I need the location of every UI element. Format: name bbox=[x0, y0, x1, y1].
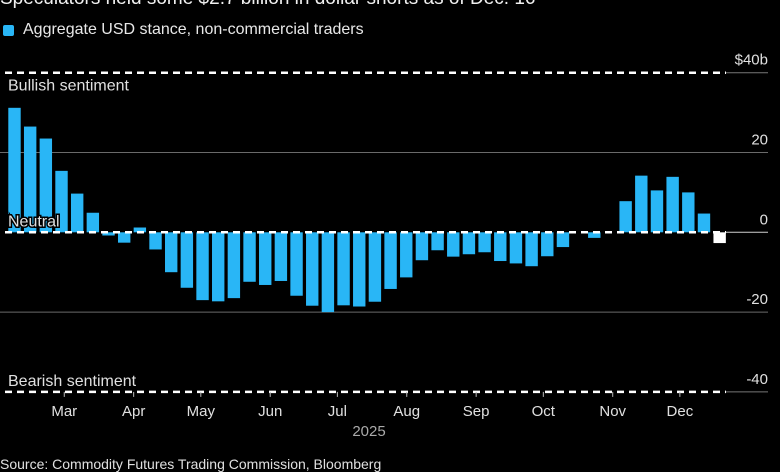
annotation-label: Bullish sentiment bbox=[8, 78, 130, 95]
bar bbox=[494, 232, 507, 262]
bar bbox=[635, 175, 648, 233]
legend: Aggregate USD stance, non-commercial tra… bbox=[3, 21, 364, 39]
x-tick-label: Dec bbox=[667, 403, 694, 420]
source-note: Source: Commodity Futures Trading Commis… bbox=[0, 456, 382, 472]
bar bbox=[666, 176, 679, 233]
bar bbox=[619, 201, 632, 233]
legend-swatch bbox=[3, 24, 14, 36]
x-axis-year-label: 2025 bbox=[352, 423, 385, 440]
y-tick-label: -40 bbox=[746, 371, 768, 388]
x-tick-label: Jun bbox=[258, 403, 282, 420]
bar bbox=[697, 213, 711, 233]
bar bbox=[478, 232, 491, 253]
bar bbox=[180, 232, 194, 288]
bar bbox=[509, 232, 523, 264]
bar bbox=[682, 192, 695, 233]
bar bbox=[337, 232, 350, 306]
bar bbox=[86, 212, 100, 233]
bar bbox=[243, 232, 256, 282]
y-tick-label: 0 bbox=[760, 211, 768, 228]
bar bbox=[8, 107, 21, 233]
bar bbox=[353, 232, 366, 307]
bar bbox=[321, 232, 335, 313]
bar bbox=[133, 227, 147, 233]
bar bbox=[556, 232, 570, 248]
bar bbox=[400, 232, 413, 278]
x-tick-label: Jul bbox=[328, 403, 347, 420]
x-tick-label: Oct bbox=[532, 403, 556, 420]
bar bbox=[462, 232, 476, 255]
bar bbox=[274, 232, 288, 281]
y-tick-label: $40b bbox=[735, 52, 768, 69]
bar bbox=[541, 232, 554, 257]
bar bbox=[102, 232, 115, 236]
chart-title: Speculators held some $2.7 billion in do… bbox=[0, 0, 535, 10]
annotation-label: Neutral bbox=[8, 213, 60, 230]
bar bbox=[588, 232, 601, 238]
x-tick-label: Aug bbox=[393, 403, 420, 420]
bar bbox=[447, 232, 460, 257]
bar bbox=[227, 232, 241, 299]
legend-label: Aggregate USD stance, non-commercial tra… bbox=[23, 21, 364, 38]
bar bbox=[415, 232, 429, 261]
x-tick-label: Apr bbox=[122, 403, 145, 420]
bar bbox=[165, 232, 178, 273]
bar bbox=[259, 232, 272, 285]
bar bbox=[525, 232, 538, 267]
x-tick-label: Sep bbox=[463, 403, 490, 420]
x-tick-label: Mar bbox=[51, 403, 77, 420]
x-tick-label: Nov bbox=[599, 403, 626, 420]
bar bbox=[149, 232, 162, 250]
x-tick-label: May bbox=[187, 403, 216, 420]
latest-bar bbox=[713, 232, 726, 244]
bar bbox=[306, 232, 319, 306]
y-tick-label: 20 bbox=[751, 132, 768, 149]
bar bbox=[650, 190, 664, 233]
y-tick-label: -20 bbox=[746, 291, 768, 308]
bar bbox=[117, 232, 131, 243]
bar bbox=[368, 232, 382, 302]
bar bbox=[23, 126, 37, 233]
bar bbox=[431, 232, 444, 251]
bar bbox=[39, 138, 53, 233]
bar bbox=[70, 193, 84, 233]
bar bbox=[55, 170, 68, 233]
bar bbox=[384, 232, 397, 289]
bar bbox=[290, 232, 303, 296]
bar bbox=[212, 232, 225, 302]
annotation-label: Bearish sentiment bbox=[8, 373, 137, 390]
bar bbox=[196, 232, 209, 301]
